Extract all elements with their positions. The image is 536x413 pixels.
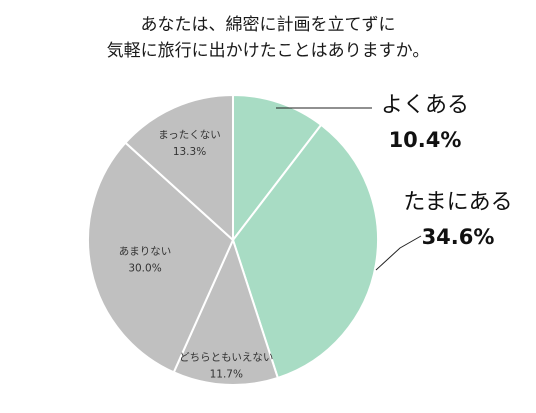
slice-value-label: 10.4%	[389, 128, 462, 152]
slice-label: あまりない	[119, 246, 172, 258]
pie-slice	[172, 237, 280, 386]
leader-line	[375, 235, 422, 271]
chart-title-line-2: 気軽に旅行に出かけたことはありますか。	[107, 41, 430, 61]
slice-label: たまにある	[403, 190, 512, 215]
pie-slices	[87, 93, 379, 386]
slice-label: どちらともいえない	[179, 352, 273, 364]
slice-value-label: 34.6%	[422, 225, 495, 249]
chart-title-line-1: あなたは、綿密に計画を立てずに	[141, 15, 396, 35]
leader-lines	[276, 107, 422, 271]
slice-value-label: 11.7%	[210, 369, 243, 381]
slice-value-label: 30.0%	[128, 263, 161, 275]
slice-label: まったくない	[158, 129, 221, 141]
pie-slice	[124, 93, 234, 243]
slice-value-label: 13.3%	[173, 146, 206, 158]
pie-slice	[87, 141, 235, 374]
pie-slice	[231, 123, 379, 380]
slice-label: よくある	[381, 93, 469, 118]
pie-slice	[232, 93, 323, 243]
slice-labels: よくある 10.4% たまにある 34.6% どちらともいえない 11.7% あまりない 30…	[119, 93, 513, 381]
